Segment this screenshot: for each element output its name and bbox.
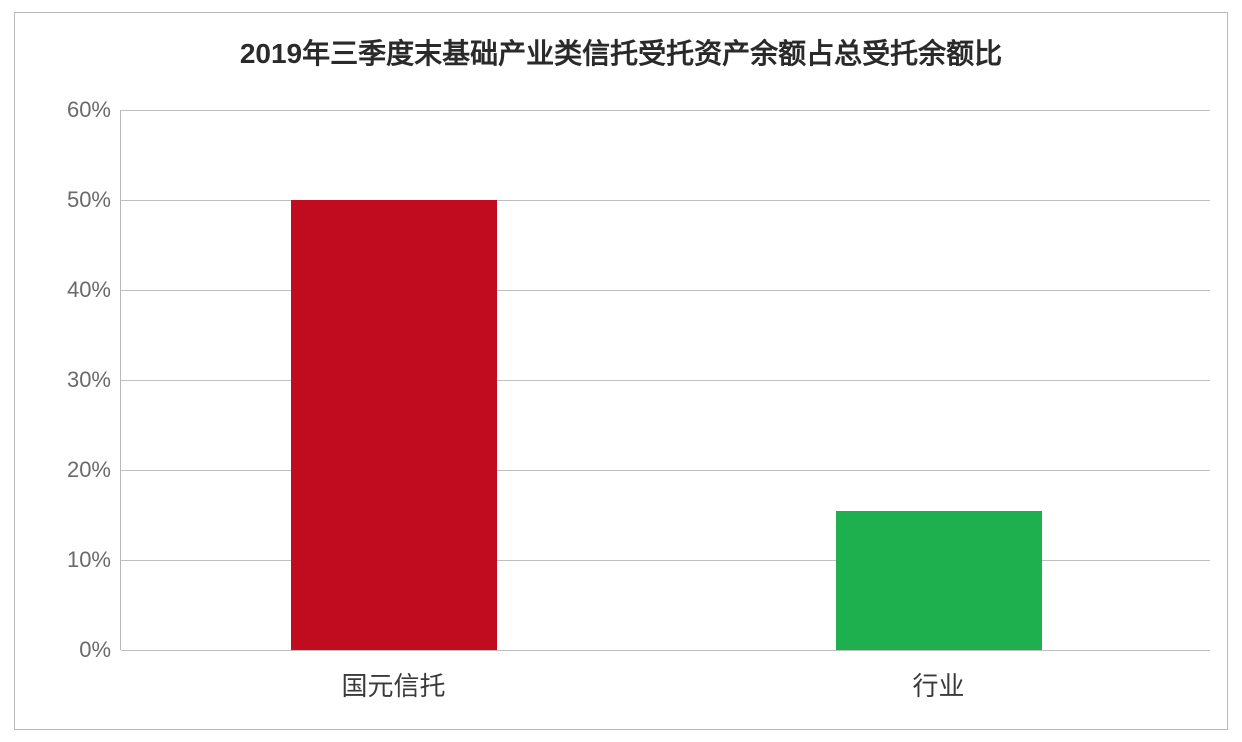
y-tick-label: 0% — [37, 637, 111, 663]
y-tick-label: 30% — [37, 367, 111, 393]
y-tick-label: 40% — [37, 277, 111, 303]
gridline — [121, 290, 1210, 291]
x-tick-label: 国元信托 — [341, 666, 445, 703]
y-tick-label: 60% — [37, 97, 111, 123]
plot-area: 0%10%20%30%40%50%60%国元信托行业 — [120, 110, 1210, 650]
gridline — [121, 560, 1210, 561]
y-tick-label: 20% — [37, 457, 111, 483]
gridline — [121, 110, 1210, 111]
bar — [836, 511, 1042, 651]
y-tick-label: 50% — [37, 187, 111, 213]
y-tick-label: 10% — [37, 547, 111, 573]
gridline — [121, 380, 1210, 381]
chart-title: 2019年三季度末基础产业类信托受托资产余额占总受托余额比 — [14, 32, 1228, 72]
bar — [291, 200, 497, 650]
gridline — [121, 470, 1210, 471]
x-tick-label: 行业 — [912, 666, 964, 703]
gridline — [121, 650, 1210, 651]
gridline — [121, 200, 1210, 201]
